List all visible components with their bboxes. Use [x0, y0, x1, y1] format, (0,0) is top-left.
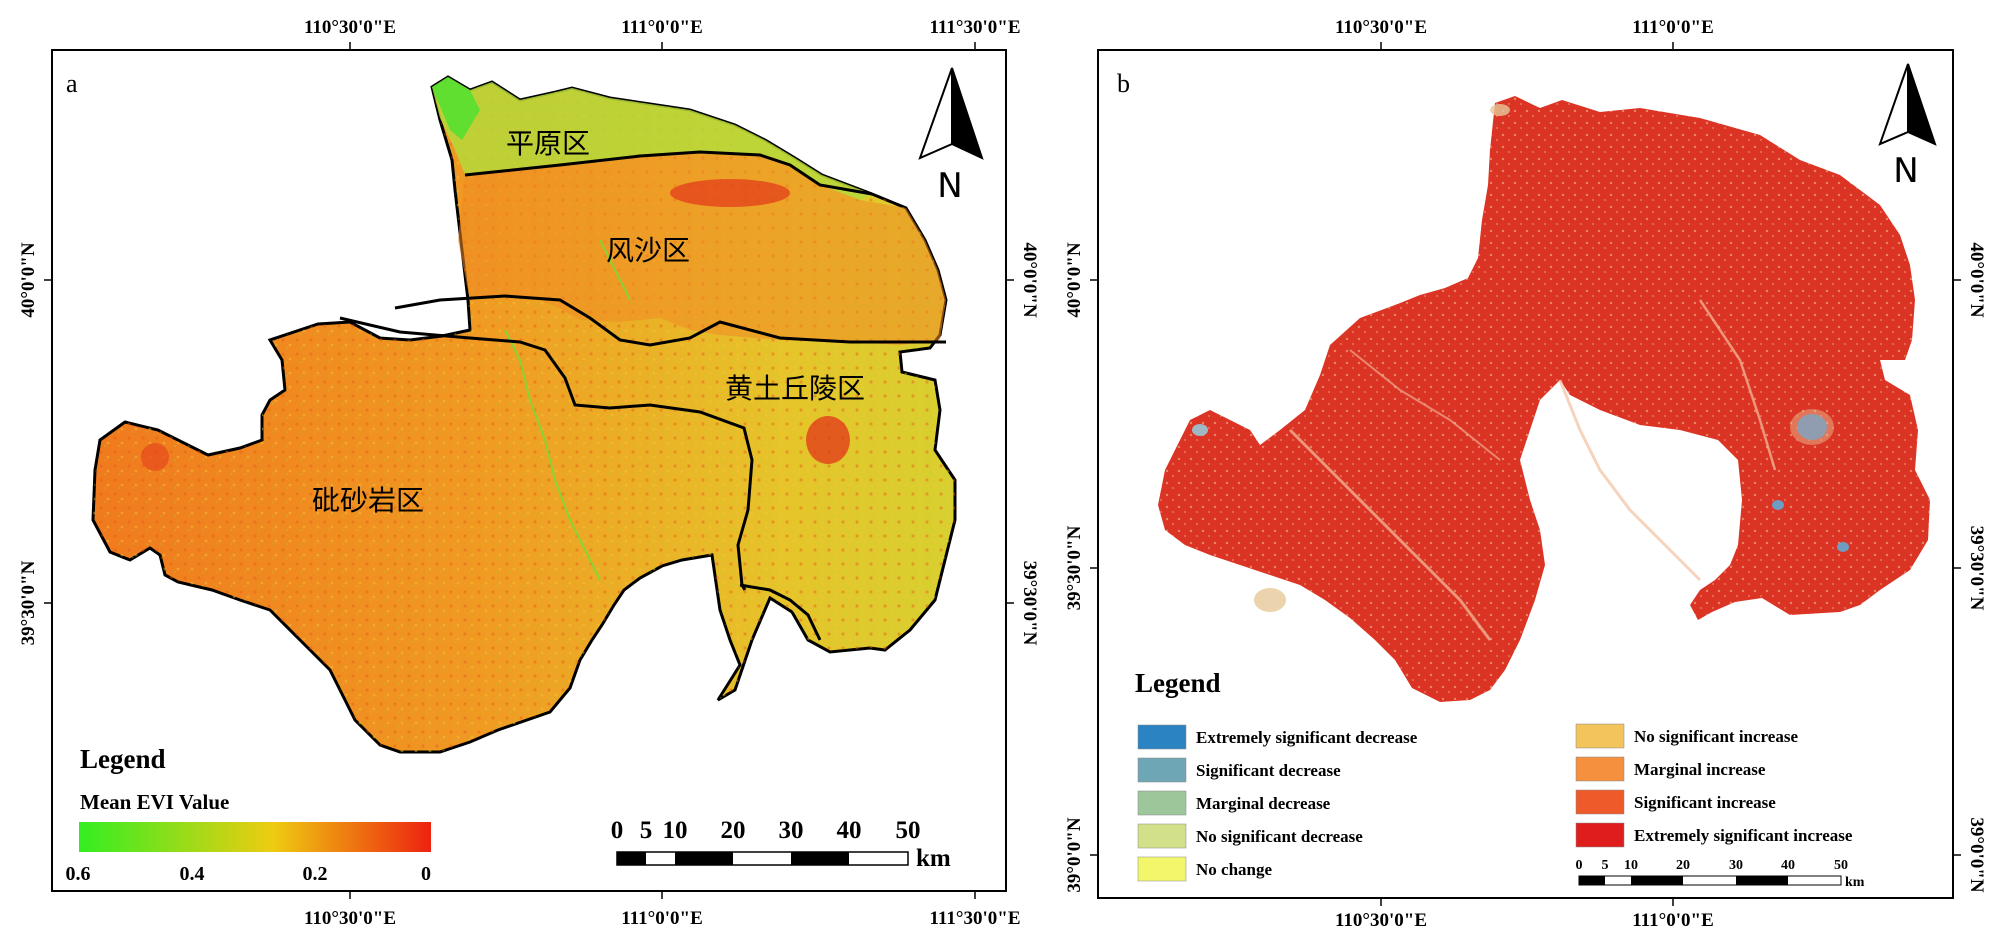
- panel-a-legend-tick-4: 0: [421, 863, 431, 885]
- panel-b-bottom-tick-1: 110°30'0"E: [1335, 910, 1427, 931]
- panel-b-top-tick-1: 110°30'0"E: [1335, 17, 1427, 38]
- legend-label: No significant decrease: [1196, 827, 1363, 846]
- panel-b-scale-5: 5: [1602, 858, 1609, 873]
- legend-item: Significant increase: [1575, 789, 1776, 815]
- legend-swatch: [1575, 756, 1625, 782]
- panel-a-evi-map: [91, 75, 957, 754]
- region-label-sandstone: 砒砂岩区: [312, 484, 424, 517]
- panel-b-scale-unit: km: [1845, 875, 1865, 890]
- panel-a-label: a: [66, 69, 78, 98]
- legend-item: No significant increase: [1575, 723, 1798, 749]
- panel-a-bottom-tick-3: 111°30'0"E: [929, 908, 1020, 929]
- panel-a-scale-0: 0: [611, 817, 624, 844]
- panel-b-north-letter: N: [1893, 151, 1918, 191]
- legend-swatch: [1137, 790, 1187, 816]
- panel-a-scale-40: 40: [837, 817, 862, 844]
- panel-b-left-tick-2: 39°30'0"N: [1064, 525, 1085, 610]
- panel-a-top-tick-2: 111°0'0"E: [621, 17, 703, 38]
- panel-a-graticule: [44, 42, 1014, 899]
- legend-item: Extremely significant increase: [1575, 822, 1853, 848]
- legend-label: No change: [1196, 860, 1272, 879]
- legend-swatch: [1137, 823, 1187, 849]
- legend-item: Marginal increase: [1575, 756, 1766, 782]
- panel-a-legend-subtitle: Mean EVI Value: [80, 790, 229, 814]
- legend-item: No significant decrease: [1137, 823, 1363, 849]
- panel-b-scale-10: 10: [1624, 858, 1638, 873]
- panel-b-trend-map: [1158, 96, 1930, 702]
- legend-label: Significant decrease: [1196, 761, 1341, 780]
- panel-b-right-tick-1: 40°0'0"N: [1966, 242, 1987, 317]
- legend-item: Extremely significant decrease: [1137, 724, 1418, 750]
- panel-a: a 110°30'0"E 111°0'0"E 111°30'0"E 110°30…: [18, 17, 1040, 929]
- panel-a-scale-30: 30: [779, 817, 804, 844]
- panel-a-legend-tick-3: 0.2: [303, 863, 328, 885]
- panel-a-legend-tick-2: 0.4: [180, 863, 205, 885]
- panel-b-right-tick-3: 39°0'0"N: [1966, 817, 1987, 892]
- legend-swatch: [1575, 789, 1625, 815]
- panel-a-left-tick-2: 39°30'0"N: [18, 560, 39, 645]
- panel-a-legend-title: Legend: [80, 744, 166, 774]
- legend-swatch: [1137, 724, 1187, 750]
- region-label-sand: 风沙区: [606, 234, 690, 267]
- legend-item: Significant decrease: [1137, 757, 1341, 783]
- panel-a-scale-50: 50: [896, 817, 921, 844]
- panel-b-scale-40: 40: [1781, 858, 1795, 873]
- panel-b-scale-bar: [1578, 875, 1842, 886]
- panel-a-legend-tick-1: 0.6: [66, 863, 91, 885]
- panel-b-top-tick-2: 111°0'0"E: [1632, 17, 1714, 38]
- legend-swatch: [1575, 822, 1625, 848]
- panel-a-scale-bar: [616, 851, 909, 866]
- panel-b-legend-title: Legend: [1135, 668, 1221, 698]
- panel-b-scale-20: 20: [1676, 858, 1690, 873]
- legend-item: No change: [1137, 856, 1272, 882]
- panel-a-left-tick-1: 40°0'0"N: [18, 242, 39, 317]
- panel-b-left-tick-1: 40°0'0"N: [1064, 242, 1085, 317]
- legend-label: Significant increase: [1634, 793, 1776, 812]
- panel-a-right-tick-1: 40°0'0"N: [1019, 242, 1040, 317]
- legend-label: No significant increase: [1634, 727, 1798, 746]
- panel-a-north-arrow: [918, 67, 984, 160]
- panel-b-north-arrow: [1878, 63, 1937, 146]
- panel-a-right-tick-2: 39°30'0"N: [1019, 561, 1040, 646]
- legend-label: Extremely significant decrease: [1196, 728, 1418, 747]
- panel-a-scale-unit: km: [916, 845, 951, 872]
- panel-a-scale-10: 10: [663, 817, 688, 844]
- region-label-plain: 平原区: [506, 127, 590, 160]
- legend-swatch: [1137, 856, 1187, 882]
- region-label-loess: 黄土丘陵区: [725, 372, 865, 405]
- legend-label: Extremely significant increase: [1634, 826, 1853, 845]
- panel-b-bottom-tick-2: 111°0'0"E: [1632, 910, 1714, 931]
- legend-label: Marginal increase: [1634, 760, 1766, 779]
- panel-b-scale-50: 50: [1834, 858, 1848, 873]
- panel-b-label: b: [1117, 69, 1130, 98]
- panel-a-top-tick-1: 110°30'0"E: [304, 17, 396, 38]
- panel-b-scale-30: 30: [1729, 858, 1743, 873]
- panel-a-north-letter: N: [937, 166, 962, 206]
- legend-label: Marginal decrease: [1196, 794, 1331, 813]
- legend-swatch: [1137, 757, 1187, 783]
- panel-b-right-tick-2: 39°30'0"N: [1966, 526, 1987, 611]
- panel-a-color-ramp: [79, 822, 431, 852]
- panel-a-bottom-tick-2: 111°0'0"E: [621, 908, 703, 929]
- panel-a-top-tick-3: 111°30'0"E: [929, 17, 1020, 38]
- panel-b-graticule: [1090, 42, 1961, 906]
- panel-b: b 110°30'0"E 111°0'0"E 110°30'0"E 111°0'…: [1064, 17, 1987, 931]
- panel-a-scale-5: 5: [640, 817, 653, 844]
- legend-item: Marginal decrease: [1137, 790, 1331, 816]
- panel-b-left-tick-3: 39°0'0"N: [1064, 817, 1085, 892]
- panel-b-scale-0: 0: [1576, 858, 1583, 873]
- legend-swatch: [1575, 723, 1625, 749]
- panel-a-bottom-tick-1: 110°30'0"E: [304, 908, 396, 929]
- panel-a-scale-20: 20: [721, 817, 746, 844]
